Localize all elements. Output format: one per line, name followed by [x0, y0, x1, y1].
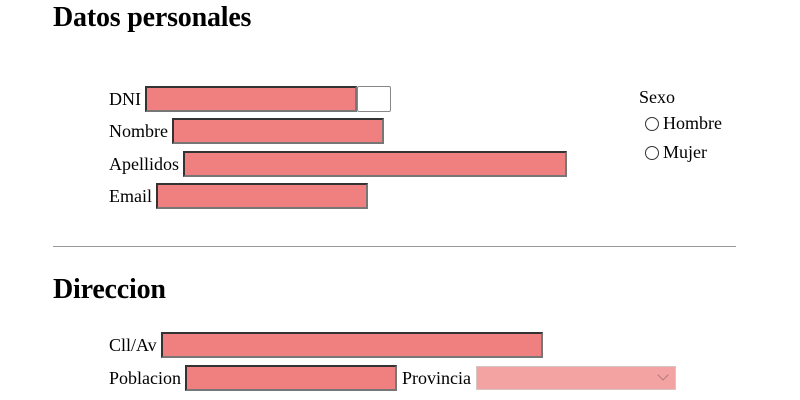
hombre-radio[interactable] [645, 116, 659, 131]
apellidos-row: Apellidos [109, 149, 567, 179]
email-field[interactable] [156, 183, 368, 209]
poblacion-label: Poblacion [109, 367, 181, 388]
nombre-field[interactable] [171, 118, 384, 144]
mujer-radio[interactable] [645, 145, 659, 160]
apellidos-field[interactable] [183, 151, 567, 177]
section-heading-address: Direccion [53, 274, 166, 305]
nombre-label: Nombre [109, 120, 168, 141]
calle-field[interactable] [160, 332, 543, 358]
sexo-label: Sexo [639, 87, 675, 107]
apellidos-label: Apellidos [109, 153, 179, 174]
poblacion-field[interactable] [185, 365, 397, 391]
provincia-label: Provincia [402, 367, 471, 388]
dni-letter-field[interactable] [357, 86, 391, 112]
nombre-row: Nombre [109, 116, 384, 146]
section-heading-personal: Datos personales [53, 2, 252, 33]
email-row: Email [109, 181, 368, 211]
email-label: Email [109, 185, 152, 206]
dni-row: DNI [109, 84, 391, 114]
provincia-select[interactable] [476, 366, 676, 390]
sexo-group: Sexo Hombre Mujer [639, 86, 722, 168]
calle-row: Cll/Av [109, 330, 543, 360]
chevron-down-icon [657, 369, 669, 381]
sexo-option-hombre[interactable]: Hombre [645, 108, 722, 139]
dni-label: DNI [109, 88, 141, 109]
poblacion-row: Poblacion Provincia [109, 363, 676, 393]
calle-label: Cll/Av [109, 334, 157, 355]
sexo-option-mujer[interactable]: Mujer [645, 137, 722, 168]
hombre-label: Hombre [663, 113, 722, 133]
dni-field[interactable] [145, 86, 357, 112]
mujer-label: Mujer [663, 142, 707, 162]
section-divider [53, 246, 736, 247]
